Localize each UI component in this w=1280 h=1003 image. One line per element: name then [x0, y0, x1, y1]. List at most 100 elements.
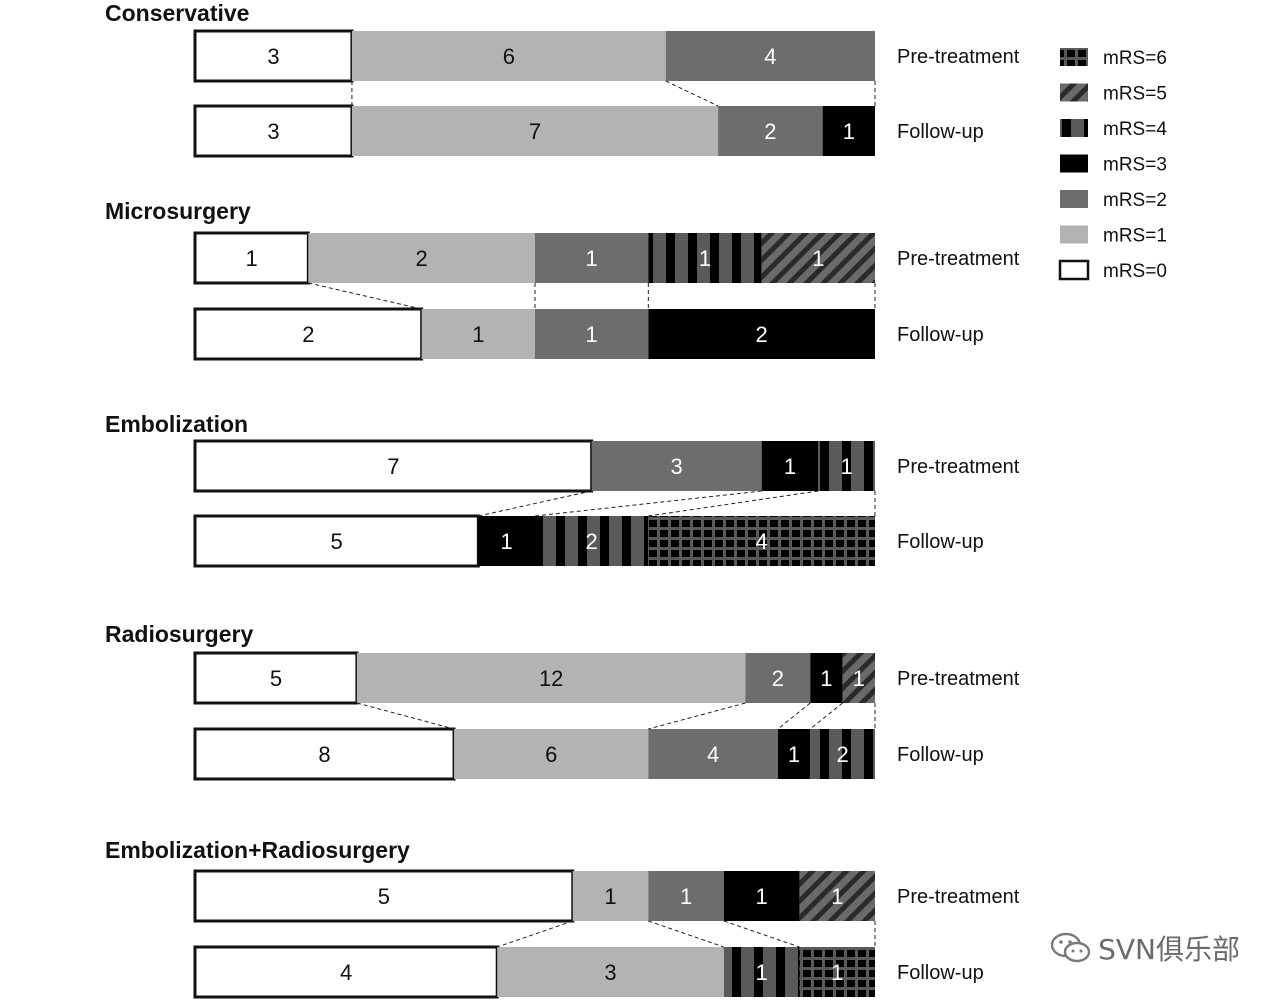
- segment-value-label: 1: [756, 960, 768, 985]
- panel-title: Radiosurgery: [105, 621, 253, 647]
- bar-row-pre-treatment: 7 3 1 1: [193, 439, 875, 493]
- bar-segment-mrs4: [648, 233, 762, 283]
- segment-value-label: 2: [836, 742, 848, 767]
- legend: mRS=6 mRS=5 mRS=4 mRS=3 mRS=2 mRS=1 mRS=0: [1058, 48, 1167, 282]
- bar-segment-mrs3: [761, 441, 819, 491]
- segment-value-label: 2: [764, 119, 776, 144]
- bar-segment-mrs3: [777, 729, 811, 779]
- connector-line: [534, 490, 762, 517]
- segment-value-label: 6: [545, 742, 557, 767]
- segment-value-label: 1: [788, 742, 800, 767]
- segment-value-label: 4: [764, 44, 776, 69]
- bar-row-follow-up: 8 6 4 1 2: [193, 727, 875, 781]
- bar-segment-mrs3: [822, 106, 875, 156]
- panel-title: Embolization+Radiosurgery: [105, 837, 410, 863]
- bar-segment-mrs2: [648, 729, 778, 779]
- segment-value-label: 4: [340, 960, 352, 985]
- segment-value-label: 1: [853, 666, 865, 691]
- segment-value-label: 7: [529, 119, 541, 144]
- panel-title: Embolization: [105, 411, 248, 437]
- segment-value-label: 1: [472, 322, 484, 347]
- segment-value-label: 3: [267, 119, 279, 144]
- bar-segment-mrs4: [535, 516, 649, 566]
- bar-segment-mrs2: [648, 871, 724, 921]
- row-label-pre-treatment: Pre-treatment: [897, 456, 1020, 478]
- bar-segment-mrs2: [591, 441, 762, 491]
- legend-item-mrs4: mRS=4: [1060, 119, 1167, 140]
- segment-value-label: 1: [812, 246, 824, 271]
- bar-segment-mrs1: [351, 31, 666, 81]
- segment-value-label: 5: [378, 884, 390, 909]
- bar-segment-mrs2: [745, 653, 811, 703]
- row-label-follow-up: Follow-up: [897, 531, 984, 553]
- segment-value-label: 3: [604, 960, 616, 985]
- segment-value-label: 1: [501, 529, 513, 554]
- bar-segment-mrs3: [478, 516, 535, 566]
- bar-segment-mrs1: [351, 106, 719, 156]
- segment-value-label: 1: [784, 454, 796, 479]
- segment-value-label: 1: [680, 884, 692, 909]
- row-label-follow-up: Follow-up: [897, 744, 984, 766]
- legend-swatch: [1060, 154, 1088, 173]
- segment-value-label: 5: [331, 529, 343, 554]
- legend-item-mrs5: mRS=5: [1060, 83, 1167, 105]
- legend-label: mRS=1: [1103, 226, 1167, 247]
- segment-value-label: 8: [318, 742, 330, 767]
- bar-segment-mrs1: [497, 947, 724, 997]
- segment-value-label: 2: [772, 666, 784, 691]
- legend-label: mRS=4: [1103, 119, 1167, 140]
- segment-value-label: 1: [756, 884, 768, 909]
- legend-label: mRS=6: [1103, 48, 1167, 69]
- bar-row-follow-up: 5 1 2 4: [193, 514, 875, 568]
- watermark-text: SVN俱乐部: [1098, 933, 1240, 966]
- row-label-follow-up: Follow-up: [897, 324, 984, 346]
- legend-label: mRS=3: [1103, 155, 1167, 176]
- watermark: SVN俱乐部: [1050, 928, 1240, 968]
- bar-segment-mrs4: [810, 729, 875, 779]
- segment-value-label: 1: [820, 666, 832, 691]
- legend-item-mrs1: mRS=1: [1060, 225, 1167, 247]
- connector-line: [648, 920, 725, 948]
- segment-value-label: 3: [671, 454, 683, 479]
- segment-value-label: 2: [302, 322, 314, 347]
- connector-line: [308, 282, 422, 310]
- bar-segment-mrs6: [799, 947, 875, 997]
- wechat-icon: [1050, 932, 1091, 963]
- panel-title: Microsurgery: [105, 198, 251, 224]
- bar-segment-mrs5: [761, 233, 875, 283]
- bar-segment-mrs1: [454, 729, 649, 779]
- legend-item-mrs0: mRS=0: [1058, 259, 1167, 282]
- legend-item-mrs3: mRS=3: [1060, 154, 1167, 176]
- bar-segment-mrs0: [193, 651, 359, 705]
- connector-line: [478, 490, 592, 517]
- row-label-pre-treatment: Pre-treatment: [897, 668, 1020, 690]
- segment-value-label: 6: [503, 44, 515, 69]
- row-label-follow-up: Follow-up: [897, 962, 984, 984]
- segment-value-label: 2: [756, 322, 768, 347]
- bar-row-follow-up: 4 3 1 1: [193, 945, 875, 999]
- row-label-pre-treatment: Pre-treatment: [897, 248, 1020, 270]
- bar-segment-mrs2: [535, 309, 649, 359]
- legend-item-mrs6: mRS=6: [1060, 48, 1167, 69]
- bar-row-follow-up: 3 7 2 1: [193, 104, 875, 158]
- bar-segment-mrs2: [665, 31, 875, 81]
- panel-conservative: Conservative 3 6 4 Pre-treatment 3 7 2 1 Follow-u…: [105, 0, 1020, 158]
- bar-segment-mrs0: [193, 307, 424, 361]
- bar-row-pre-treatment: 5 12 2 1 1: [193, 651, 875, 705]
- bar-segment-mrs6: [648, 516, 875, 566]
- legend-item-mrs2: mRS=2: [1060, 190, 1167, 211]
- legend-swatch: [1060, 190, 1088, 208]
- segment-value-label: 4: [707, 742, 719, 767]
- segment-value-label: 1: [831, 960, 843, 985]
- bar-row-pre-treatment: 1 2 1 1 1: [193, 231, 875, 285]
- legend-swatch: [1060, 83, 1088, 102]
- segment-value-label: 12: [539, 666, 563, 691]
- bar-segment-mrs0: [193, 727, 456, 781]
- connector-line: [665, 80, 719, 107]
- bar-segment-mrs4: [723, 947, 800, 997]
- bar-segment-mrs0: [193, 29, 354, 83]
- bar-segment-mrs0: [193, 869, 575, 923]
- bar-segment-mrs3: [810, 653, 843, 703]
- segment-value-label: 7: [387, 454, 399, 479]
